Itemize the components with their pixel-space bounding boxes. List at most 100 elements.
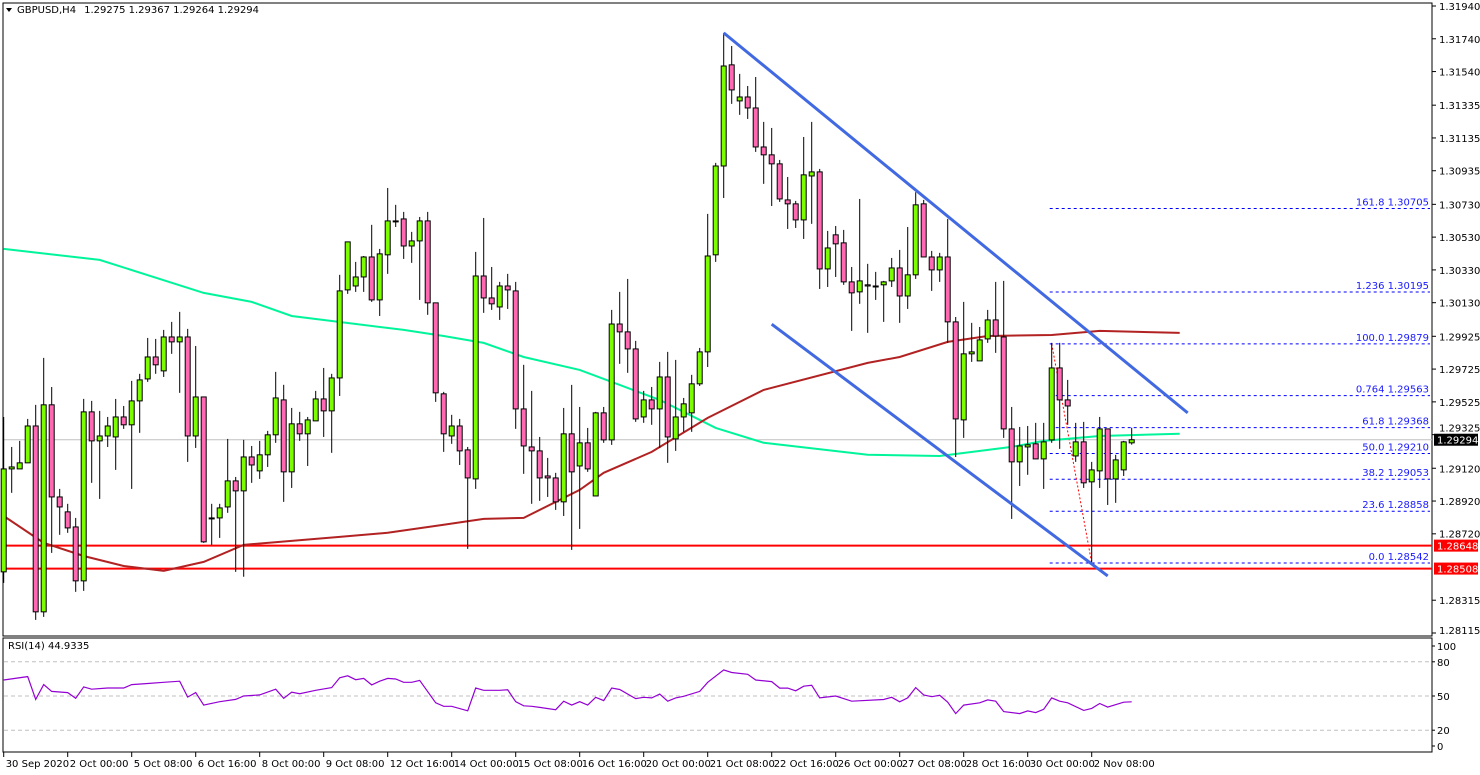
candle-bearish [480, 217, 487, 313]
candle-bullish [40, 357, 47, 617]
price-tick-label: 1.29325 [1439, 424, 1480, 435]
candle-bullish [360, 255, 367, 292]
fibonacci-retracement[interactable]: 161.8 1.30705 1.236 1.30195 100.0 1.29879 0… [1049, 197, 1430, 564]
candle-bearish [776, 159, 783, 202]
lower-channel-line[interactable] [770, 322, 1109, 578]
time-tick-label: 21 Oct 08:00 [710, 759, 775, 770]
candle-body [912, 204, 919, 276]
candle-body [648, 399, 655, 410]
candle-bearish [992, 281, 999, 353]
candle-bearish [896, 249, 903, 323]
candle-bullish [640, 390, 647, 423]
price-tick-label: 1.31335 [1439, 101, 1480, 112]
candle-body [560, 433, 567, 503]
candle-bullish [344, 241, 351, 294]
candle-body [304, 419, 311, 435]
support-price-label: 1.28508 [1437, 565, 1478, 576]
candle-body [896, 267, 903, 297]
candle-bearish [584, 427, 591, 472]
candle-bearish [296, 411, 303, 441]
candle-bullish [608, 309, 615, 445]
candle-body [920, 203, 927, 258]
support-price-label-box [1434, 539, 1478, 552]
candle-bearish [488, 266, 495, 310]
rsi-line [3, 669, 1132, 715]
price-tick-label: 1.31940 [1439, 2, 1480, 13]
candle-bullish [688, 374, 695, 432]
candle-bullish [336, 274, 343, 396]
candle-body [680, 403, 687, 418]
candle-body [1032, 443, 1039, 460]
candle-body [544, 475, 551, 479]
rsi-tick-label: 100 [1437, 642, 1456, 653]
chart-frame [2, 2, 1433, 753]
candle-bullish [560, 407, 567, 516]
candle-bearish [632, 340, 639, 422]
candle-body [496, 285, 503, 308]
candle-body [984, 319, 991, 340]
candle-bullish [1048, 342, 1055, 443]
candle-body [608, 323, 615, 441]
candle-body [712, 165, 719, 256]
candle-bearish [784, 176, 791, 229]
time-tick-label: 28 Oct 16:00 [966, 759, 1031, 770]
current-price-label: 1.29294 [1437, 436, 1478, 447]
candle-bearish [232, 476, 239, 572]
candle-bearish [728, 45, 735, 104]
candle-body [992, 319, 999, 337]
candle-body [80, 411, 87, 582]
candle-body [240, 456, 247, 492]
rsi-label: RSI(14) 44.9335 [8, 641, 89, 652]
trendlines[interactable] [722, 31, 1189, 578]
price-tick-label: 1.28720 [1439, 530, 1480, 541]
candle-bullish [672, 359, 679, 451]
candle-bearish [32, 404, 39, 620]
candle-body [104, 425, 111, 437]
candle-bullish [1072, 422, 1079, 462]
time-tick-label: 5 Oct 08:00 [134, 759, 193, 770]
candle-body [448, 425, 455, 437]
candle-bullish [960, 301, 967, 438]
candle-body [352, 276, 359, 287]
candle-body [192, 396, 199, 437]
candle-body [360, 256, 367, 278]
candle-bullish [1040, 422, 1047, 489]
candle-body [40, 404, 47, 613]
candle-body [48, 404, 55, 498]
candle-body [56, 496, 63, 508]
candle-body [824, 247, 831, 270]
candle-bearish [368, 224, 375, 302]
candle-bullish [1024, 425, 1031, 475]
candle-bearish [512, 281, 519, 429]
support-price-label: 1.28648 [1437, 542, 1478, 553]
candle-bullish [856, 198, 863, 304]
candle-body [672, 416, 679, 440]
time-tick-label: 9 Oct 08:00 [326, 759, 385, 770]
candle-body [968, 351, 975, 355]
candle-body [256, 454, 263, 472]
price-tick-label: 1.29525 [1439, 398, 1480, 409]
candle-bullish [880, 280, 887, 322]
candle-bullish [24, 418, 31, 464]
candle-body [936, 256, 943, 271]
candle-bullish [696, 347, 703, 386]
candle-bullish [904, 226, 911, 309]
candle-bullish [720, 32, 727, 198]
price-tick-label: 1.30530 [1439, 233, 1480, 244]
candle-bullish [8, 446, 15, 493]
candle-body [504, 285, 511, 291]
candle-bearish [424, 211, 431, 315]
candle-body [568, 433, 575, 473]
candle-bearish [520, 364, 527, 474]
candle-body [296, 423, 303, 435]
candle-bearish [456, 418, 463, 465]
candle-body [392, 220, 399, 223]
candle-body [376, 253, 383, 301]
candle-body [64, 511, 71, 529]
candle-body [1064, 399, 1071, 407]
upper-channel-line[interactable] [722, 31, 1189, 415]
triangle-down-icon[interactable] [6, 8, 12, 12]
candle-body [1040, 441, 1047, 460]
price-tick-label: 1.30935 [1439, 167, 1480, 178]
